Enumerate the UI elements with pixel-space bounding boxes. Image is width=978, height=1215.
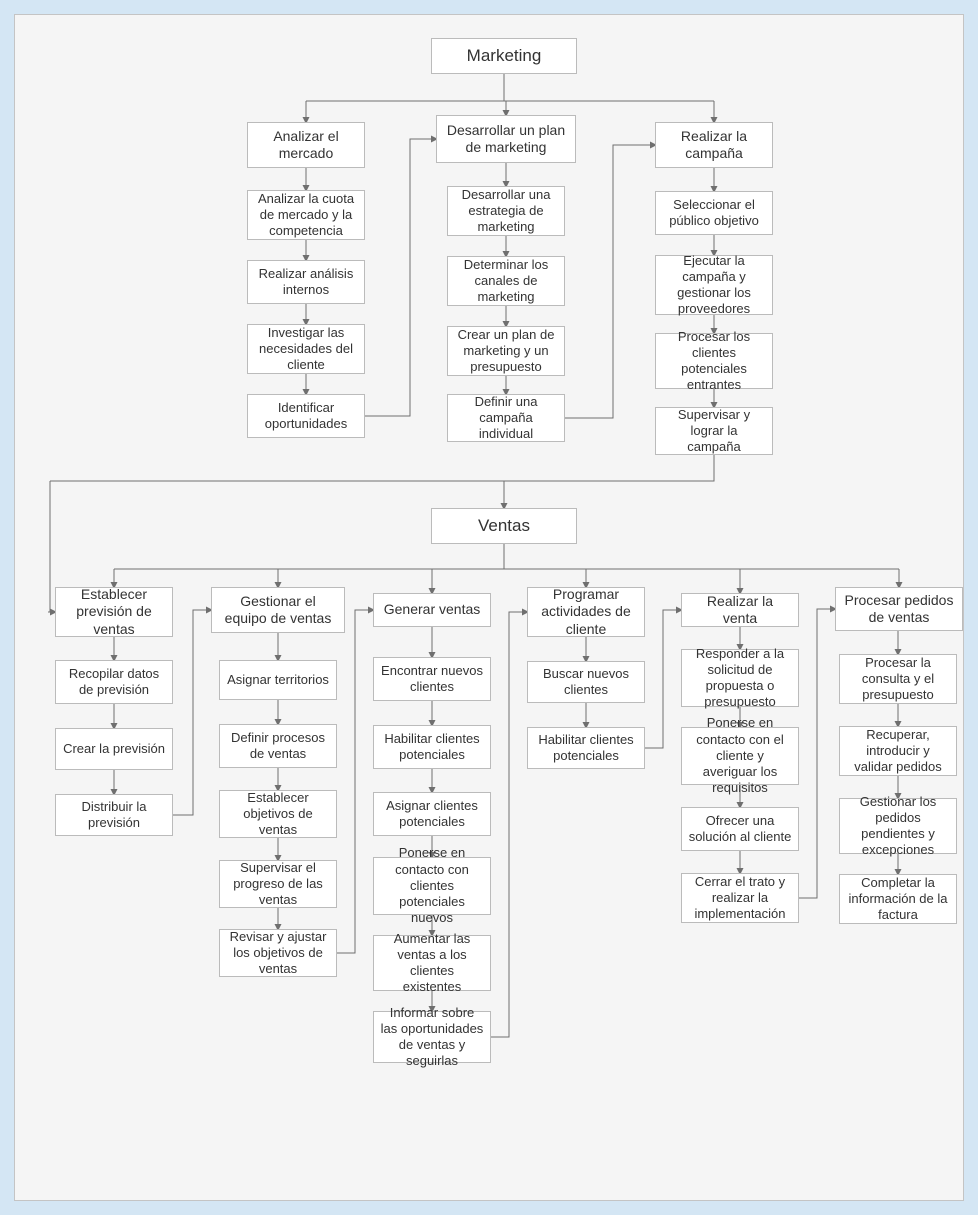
- node-b1s1: Recopilar datos de previsión: [55, 660, 173, 704]
- node-b1s3: Distribuir la previsión: [55, 794, 173, 836]
- node-b2: Gestionar el equipo de ventas: [211, 587, 345, 633]
- node-b5s3: Ofrecer una solución al cliente: [681, 807, 799, 851]
- node-b4s2: Habilitar clientes potenciales: [527, 727, 645, 769]
- node-b3: Generar ventas: [373, 593, 491, 627]
- node-b3s6: Informar sobre las oportunidades de vent…: [373, 1011, 491, 1063]
- node-b2s2: Definir procesos de ventas: [219, 724, 337, 768]
- node-b2s1: Asignar territorios: [219, 660, 337, 700]
- node-d3: Crear un plan de marketing y un presupue…: [447, 326, 565, 376]
- node-b1s2: Crear la previsión: [55, 728, 173, 770]
- node-d2: Determinar los canales de marketing: [447, 256, 565, 306]
- node-b1: Establecer previsión de ventas: [55, 587, 173, 637]
- node-d4: Definir una campaña individual: [447, 394, 565, 442]
- node-r2: Ejecutar la campaña y gestionar los prov…: [655, 255, 773, 315]
- node-b5: Realizar la venta: [681, 593, 799, 627]
- node-b6s3: Gestionar los pedidos pendientes y excep…: [839, 798, 957, 854]
- node-r1: Seleccionar el público objetivo: [655, 191, 773, 235]
- node-realizar: Realizar la campaña: [655, 122, 773, 168]
- node-b5s2: Ponerse en contacto con el cliente y ave…: [681, 727, 799, 785]
- node-d1: Desarrollar una estrategia de marketing: [447, 186, 565, 236]
- node-b3s1: Encontrar nuevos clientes: [373, 657, 491, 701]
- node-a4: Identificar oportunidades: [247, 394, 365, 438]
- flowchart-canvas: Marketing Analizar el mercado Analizar la …: [0, 0, 978, 1215]
- node-r4: Supervisar y lograr la campaña: [655, 407, 773, 455]
- node-a2: Realizar análisis internos: [247, 260, 365, 304]
- node-b3s5: Aumentar las ventas a los clientes exist…: [373, 935, 491, 991]
- node-a3: Investigar las necesidades del cliente: [247, 324, 365, 374]
- node-b4: Programar actividades de cliente: [527, 587, 645, 637]
- node-b3s2: Habilitar clientes potenciales: [373, 725, 491, 769]
- node-b2s3: Establecer objetivos de ventas: [219, 790, 337, 838]
- node-b3s3: Asignar clientes potenciales: [373, 792, 491, 836]
- node-b5s1: Responder a la solicitud de propuesta o …: [681, 649, 799, 707]
- node-b6: Procesar pedidos de ventas: [835, 587, 963, 631]
- node-b6s1: Procesar la consulta y el presupuesto: [839, 654, 957, 704]
- node-desarrollar: Desarrollar un plan de marketing: [436, 115, 576, 163]
- node-b6s4: Completar la información de la factura: [839, 874, 957, 924]
- node-b3s4: Ponerse en contacto con clientes potenci…: [373, 857, 491, 915]
- flowchart-panel: Marketing Analizar el mercado Analizar la …: [14, 14, 964, 1201]
- node-b6s2: Recuperar, introducir y validar pedidos: [839, 726, 957, 776]
- node-a1: Analizar la cuota de mercado y la compet…: [247, 190, 365, 240]
- node-b2s4: Supervisar el progreso de las ventas: [219, 860, 337, 908]
- node-b4s1: Buscar nuevos clientes: [527, 661, 645, 703]
- node-marketing: Marketing: [431, 38, 577, 74]
- node-b5s4: Cerrar el trato y realizar la implementa…: [681, 873, 799, 923]
- node-r3: Procesar los clientes potenciales entran…: [655, 333, 773, 389]
- node-ventas: Ventas: [431, 508, 577, 544]
- node-b2s5: Revisar y ajustar los objetivos de venta…: [219, 929, 337, 977]
- node-analizar: Analizar el mercado: [247, 122, 365, 168]
